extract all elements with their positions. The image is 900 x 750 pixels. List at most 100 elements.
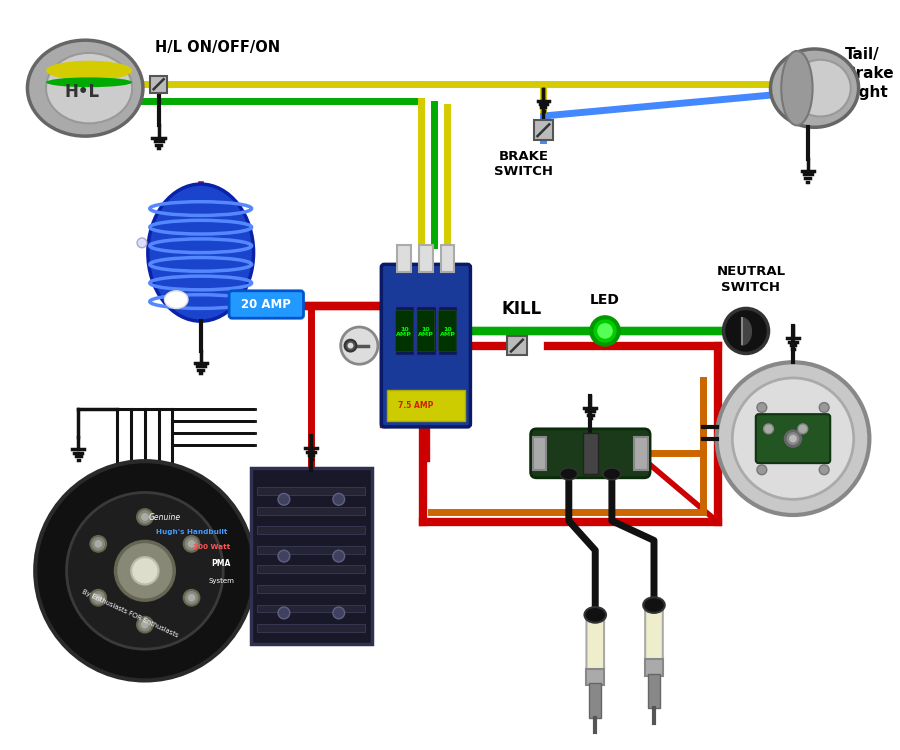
Circle shape bbox=[278, 550, 290, 562]
Text: Genuine: Genuine bbox=[148, 513, 181, 522]
Bar bbox=[257, 507, 365, 515]
Circle shape bbox=[94, 594, 103, 602]
Circle shape bbox=[789, 435, 796, 442]
FancyBboxPatch shape bbox=[756, 414, 830, 463]
Bar bbox=[507, 336, 526, 356]
Bar bbox=[419, 244, 433, 272]
FancyBboxPatch shape bbox=[382, 264, 471, 427]
Ellipse shape bbox=[603, 468, 621, 480]
Ellipse shape bbox=[584, 607, 606, 622]
Circle shape bbox=[137, 238, 147, 248]
Bar bbox=[590, 683, 601, 718]
Circle shape bbox=[115, 542, 175, 600]
Ellipse shape bbox=[46, 61, 132, 80]
Circle shape bbox=[333, 607, 345, 619]
Circle shape bbox=[94, 540, 103, 548]
Circle shape bbox=[798, 424, 807, 433]
Text: BRAKE
SWITCH: BRAKE SWITCH bbox=[494, 150, 554, 178]
Circle shape bbox=[137, 616, 153, 632]
FancyBboxPatch shape bbox=[395, 310, 413, 352]
Circle shape bbox=[785, 430, 801, 446]
Bar bbox=[634, 436, 648, 470]
Circle shape bbox=[35, 461, 255, 680]
Bar bbox=[741, 317, 743, 345]
Circle shape bbox=[137, 509, 153, 525]
Bar bbox=[257, 585, 365, 592]
Ellipse shape bbox=[46, 53, 132, 124]
Circle shape bbox=[716, 362, 869, 515]
Ellipse shape bbox=[644, 597, 665, 613]
FancyBboxPatch shape bbox=[417, 310, 435, 352]
Circle shape bbox=[141, 621, 149, 628]
Text: 10
AMP: 10 AMP bbox=[418, 326, 434, 338]
Ellipse shape bbox=[770, 49, 859, 128]
Bar bbox=[257, 604, 365, 613]
Bar bbox=[257, 546, 365, 554]
Bar bbox=[257, 566, 365, 573]
Bar bbox=[398, 244, 411, 272]
Circle shape bbox=[131, 557, 158, 584]
Bar bbox=[257, 526, 365, 534]
Circle shape bbox=[187, 540, 195, 548]
Text: LED: LED bbox=[590, 293, 620, 308]
Text: 20 AMP: 20 AMP bbox=[241, 298, 292, 311]
FancyBboxPatch shape bbox=[587, 613, 604, 670]
Ellipse shape bbox=[781, 51, 813, 125]
Circle shape bbox=[591, 317, 618, 345]
Circle shape bbox=[819, 403, 829, 412]
Ellipse shape bbox=[46, 77, 132, 87]
Circle shape bbox=[757, 403, 767, 412]
Circle shape bbox=[90, 536, 106, 552]
Bar bbox=[416, 307, 436, 356]
Bar bbox=[437, 307, 457, 356]
Circle shape bbox=[141, 513, 149, 520]
Text: 200 Watt: 200 Watt bbox=[193, 544, 230, 550]
Text: 10
AMP: 10 AMP bbox=[396, 326, 412, 338]
FancyBboxPatch shape bbox=[645, 603, 662, 661]
Bar bbox=[587, 669, 604, 686]
Circle shape bbox=[333, 550, 345, 562]
Bar bbox=[533, 436, 546, 470]
Bar bbox=[150, 76, 166, 92]
Text: By Enthusiasts FOR Enthusiasts: By Enthusiasts FOR Enthusiasts bbox=[81, 589, 179, 638]
Circle shape bbox=[67, 493, 223, 649]
Ellipse shape bbox=[148, 184, 254, 321]
Circle shape bbox=[757, 465, 767, 475]
Text: PMA: PMA bbox=[212, 559, 231, 568]
Circle shape bbox=[763, 424, 773, 433]
Ellipse shape bbox=[165, 291, 188, 308]
FancyBboxPatch shape bbox=[230, 291, 303, 318]
Ellipse shape bbox=[27, 40, 143, 136]
FancyBboxPatch shape bbox=[438, 310, 456, 352]
Bar bbox=[394, 307, 414, 356]
Text: Tail/
Brake
Light: Tail/ Brake Light bbox=[845, 47, 895, 100]
Bar bbox=[387, 390, 464, 421]
Text: 10
AMP: 10 AMP bbox=[439, 326, 455, 338]
Text: Hugh's Handbuilt: Hugh's Handbuilt bbox=[157, 529, 228, 535]
Bar bbox=[645, 659, 662, 676]
Circle shape bbox=[724, 308, 769, 353]
Circle shape bbox=[187, 594, 195, 602]
Text: System: System bbox=[208, 578, 234, 584]
Text: H•L: H•L bbox=[65, 83, 100, 101]
Ellipse shape bbox=[560, 468, 578, 480]
Bar bbox=[582, 433, 599, 474]
Circle shape bbox=[819, 465, 829, 475]
Bar bbox=[441, 244, 454, 272]
Text: KILL: KILL bbox=[501, 300, 542, 318]
FancyBboxPatch shape bbox=[250, 469, 372, 644]
Circle shape bbox=[184, 590, 200, 605]
Circle shape bbox=[90, 590, 106, 605]
Ellipse shape bbox=[790, 60, 850, 116]
FancyBboxPatch shape bbox=[531, 429, 650, 478]
Circle shape bbox=[345, 340, 356, 352]
Text: NEUTRAL
SWITCH: NEUTRAL SWITCH bbox=[716, 265, 786, 294]
Circle shape bbox=[341, 327, 378, 364]
Text: H/L ON/OFF/ON: H/L ON/OFF/ON bbox=[155, 40, 280, 55]
Text: 7.5 AMP: 7.5 AMP bbox=[399, 400, 434, 410]
Circle shape bbox=[347, 343, 354, 349]
Circle shape bbox=[598, 323, 613, 339]
Bar bbox=[648, 674, 660, 708]
Bar bbox=[257, 624, 365, 632]
Bar bbox=[534, 121, 554, 140]
